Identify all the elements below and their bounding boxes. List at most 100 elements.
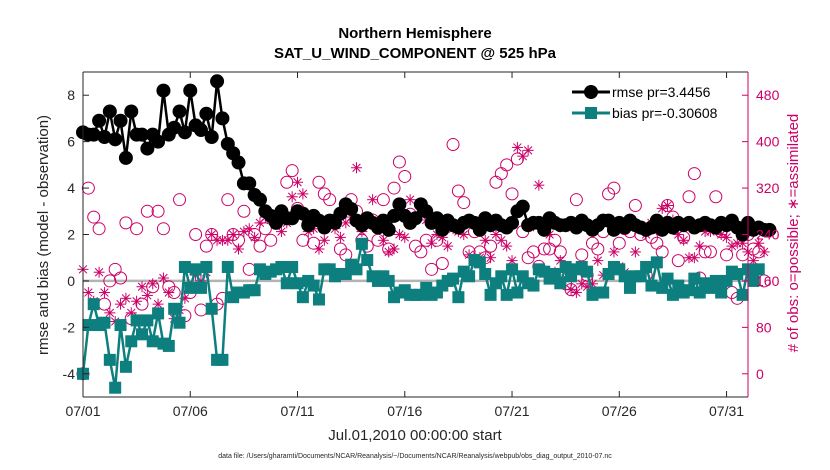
- x-tick-label: 07/31: [709, 403, 744, 419]
- assimilated-obs-point: [442, 240, 454, 252]
- possible-obs-point: [323, 193, 337, 207]
- possible-obs-point: [720, 248, 734, 262]
- y-right-tick-label: 400: [756, 134, 780, 150]
- possible-obs-point: [709, 190, 723, 204]
- assimilated-obs-point: [721, 231, 733, 243]
- possible-obs-point: [387, 181, 401, 195]
- bias-point: [275, 261, 288, 273]
- bias-point: [103, 353, 116, 366]
- bias-point: [473, 256, 486, 269]
- assimilated-obs-point: [522, 144, 534, 156]
- assimilated-obs-point: [570, 287, 582, 299]
- bias-point: [291, 277, 304, 290]
- assimilated-obs-point: [608, 246, 620, 258]
- possible-obs-point: [682, 190, 696, 204]
- rmse-point: [86, 127, 101, 142]
- bias-point: [296, 291, 309, 304]
- y-right-tick-label: 0: [756, 366, 764, 382]
- possible-obs-point: [687, 167, 701, 181]
- possible-obs-point: [119, 216, 133, 230]
- bias-point: [168, 302, 181, 315]
- bias-point: [125, 335, 138, 348]
- y-right-tick-label: 240: [756, 227, 780, 243]
- y-right-tick-label: 320: [756, 180, 780, 196]
- bias-point: [581, 265, 594, 278]
- rmse-point: [408, 211, 423, 226]
- possible-obs-point: [457, 196, 471, 210]
- assimilated-obs-point: [511, 141, 523, 153]
- rmse-point: [134, 127, 149, 142]
- legend-rmse-marker: [584, 85, 598, 99]
- assimilated-obs-point: [286, 191, 298, 203]
- assimilated-obs-point: [104, 307, 116, 319]
- rmse-point: [381, 222, 396, 237]
- assimilated-obs-point: [93, 266, 105, 278]
- y-left-tick-label: 2: [67, 227, 75, 243]
- x-tick-label: 07/16: [387, 403, 422, 419]
- assimilated-obs-point: [351, 162, 363, 174]
- rmse-point: [102, 104, 117, 119]
- rmse-point: [167, 120, 182, 135]
- bias-point: [216, 353, 229, 366]
- assimilated-obs-point: [292, 176, 304, 188]
- bias-point: [280, 277, 293, 290]
- bias-point: [720, 274, 733, 287]
- bias-point: [666, 288, 679, 301]
- rmse-point: [199, 106, 214, 121]
- bias-point: [559, 261, 572, 273]
- assimilated-obs-point: [318, 234, 330, 246]
- bias-point: [178, 261, 191, 273]
- bias-point: [624, 281, 637, 294]
- assimilated-obs-point: [688, 252, 700, 264]
- bias-point: [286, 261, 299, 273]
- assimilated-obs-point: [120, 292, 132, 304]
- bias-point: [162, 339, 175, 352]
- possible-obs-point: [510, 152, 524, 166]
- bias-point: [640, 261, 653, 273]
- assimilated-obs-point: [426, 237, 438, 249]
- assimilated-obs-point: [147, 278, 159, 290]
- bias-point: [645, 279, 658, 292]
- bias-point: [307, 279, 320, 292]
- x-tick-label: 07/11: [281, 403, 315, 419]
- bias-point: [731, 267, 744, 280]
- y-left-tick-label: -2: [63, 319, 76, 335]
- bias-point: [618, 270, 631, 283]
- bias-point: [650, 256, 663, 269]
- possible-obs-point: [81, 181, 95, 195]
- possible-obs-point: [87, 210, 101, 224]
- possible-obs-point: [612, 236, 626, 250]
- assimilated-obs-point: [399, 231, 411, 243]
- bias-point: [597, 286, 610, 299]
- bias-point: [114, 319, 127, 332]
- assimilated-obs-point: [662, 199, 674, 211]
- bias-point: [130, 314, 143, 327]
- rmse-point: [92, 113, 107, 128]
- y-right-tick-label: 480: [756, 87, 780, 103]
- rmse-point: [387, 208, 402, 223]
- possible-obs-point: [736, 248, 750, 262]
- possible-obs-point: [199, 239, 213, 253]
- assimilated-obs-point: [136, 281, 148, 293]
- bias-point: [747, 274, 760, 287]
- rmse-point: [505, 215, 520, 230]
- bias-point: [447, 272, 460, 285]
- rmse-point: [204, 130, 219, 144]
- bias-point: [109, 381, 122, 394]
- y-left-tick-label: -4: [63, 366, 76, 382]
- legend: rmse pr=3.4456 bias pr=-0.30608: [566, 80, 742, 124]
- assimilated-obs-point: [313, 243, 325, 255]
- possible-obs-point: [173, 193, 187, 207]
- bias-point: [189, 263, 202, 276]
- chart-title: Northern Hemisphere: [338, 25, 491, 42]
- rmse-point: [113, 113, 128, 128]
- possible-obs-point: [140, 204, 154, 218]
- bias-point: [548, 267, 561, 280]
- bias-point: [495, 270, 508, 283]
- rmse-point: [210, 74, 225, 89]
- assimilated-obs-point: [678, 234, 690, 246]
- assimilated-obs-point: [334, 231, 346, 243]
- bias-point: [135, 328, 148, 341]
- rmse-point: [156, 83, 171, 98]
